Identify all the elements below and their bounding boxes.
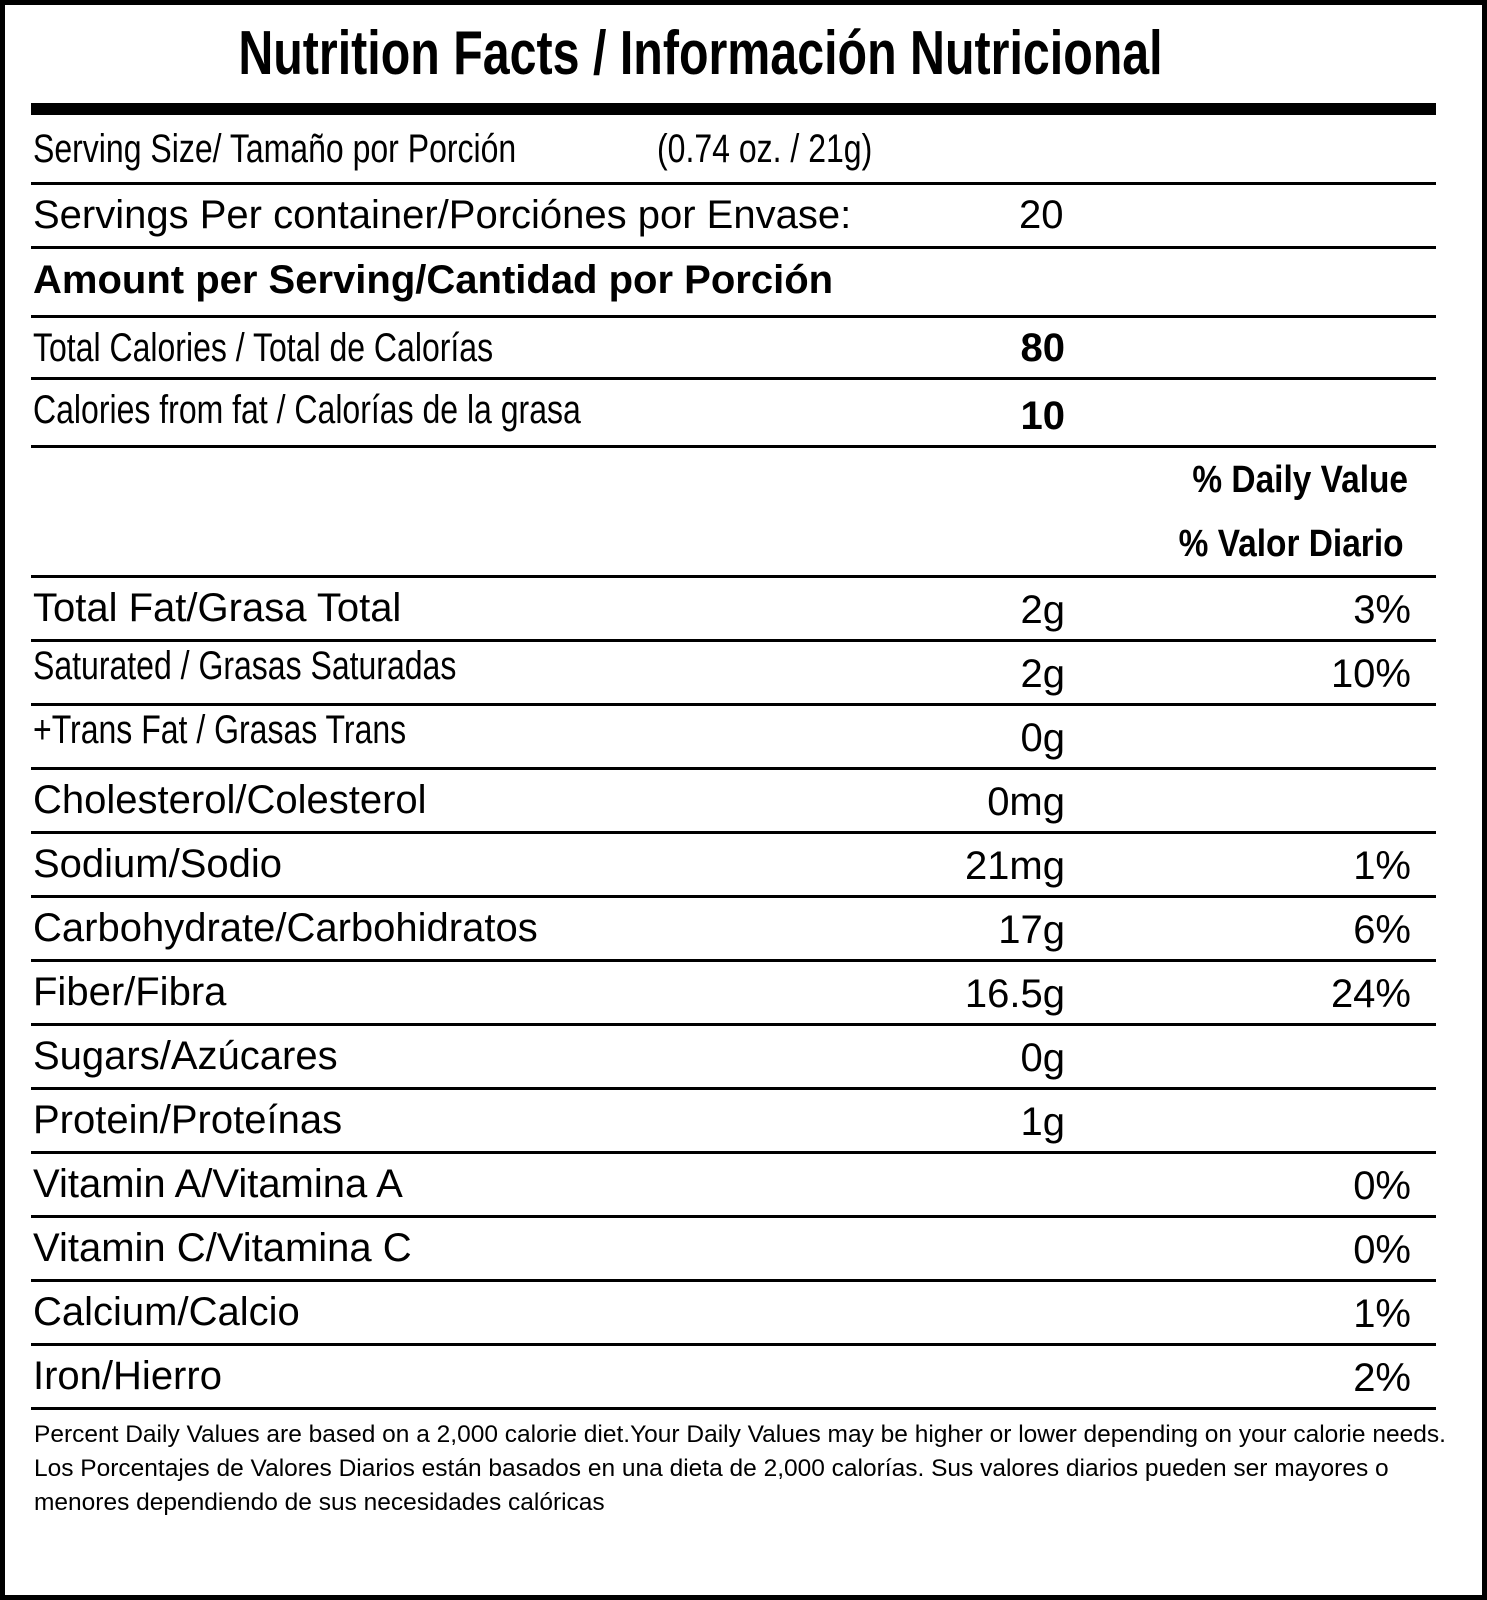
nutrient-daily-value: 1% [1353, 1292, 1411, 1336]
nutrient-row: Sodium/Sodio 21mg 1% [31, 834, 1436, 898]
nutrient-label: Fiber/Fibra [33, 970, 227, 1014]
nutrient-label: Vitamin C/Vitamina C [33, 1226, 412, 1270]
nutrient-daily-value: 10% [1330, 652, 1411, 696]
nutrient-daily-value: 6% [1353, 908, 1411, 952]
nutrient-amount: 2g [1020, 588, 1066, 632]
nutrient-row: Sugars/Azúcares 0g [31, 1026, 1436, 1090]
serving-size-label: Serving Size/ Tamaño por Porción [33, 127, 517, 171]
nutrient-row: Calcium/Calcio 1% [31, 1282, 1436, 1346]
nutrient-amount: 17g [998, 908, 1065, 952]
amount-per-serving-row: Amount per Serving/Cantidad por Porción [31, 249, 1436, 318]
nutrient-label: Cholesterol/Colesterol [33, 778, 427, 822]
nutrient-amount: 1g [1020, 1100, 1066, 1144]
nutrient-row: Cholesterol/Colesterol 0mg [31, 770, 1436, 834]
servings-label: Servings Per container/Porciónes por Env… [33, 193, 852, 237]
calories-from-fat-row: Calories from fat / Calorías de la grasa… [31, 380, 1436, 448]
nutrient-label: Sodium/Sodio [33, 842, 283, 886]
servings-value: 20 [1019, 193, 1064, 237]
nutrient-row: Protein/Proteínas 1g [31, 1090, 1436, 1154]
nutrient-label: Calcium/Calcio [33, 1290, 300, 1334]
nutrient-amount: 0g [1020, 1036, 1066, 1080]
nutrient-daily-value: 0% [1353, 1228, 1411, 1272]
thick-divider [31, 103, 1436, 115]
footnote-en: Percent Daily Values are based on a 2,00… [34, 1421, 1446, 1448]
serving-size-row: Serving Size/ Tamaño por Porción (0.74 o… [31, 115, 1436, 185]
nutrient-label: Protein/Proteínas [33, 1098, 343, 1142]
nutrient-row: +Trans Fat / Grasas Trans 0g [31, 706, 1436, 770]
nutrient-label: Total Fat/Grasa Total [33, 586, 402, 630]
nutrient-label: +Trans Fat / Grasas Trans [33, 708, 407, 752]
nutrient-label: Vitamin A/Vitamina A [33, 1162, 403, 1206]
nutrient-daily-value: 2% [1353, 1356, 1411, 1400]
calories-from-fat-value: 10 [1020, 394, 1066, 438]
nutrient-row: Saturated / Grasas Saturadas 2g 10% [31, 642, 1436, 706]
nutrient-row: Vitamin A/Vitamina A 0% [31, 1154, 1436, 1218]
daily-value-en: % Daily Value [1192, 459, 1408, 501]
nutrient-amount: 16.5g [964, 972, 1065, 1016]
nutrient-row: Total Fat/Grasa Total 2g 3% [31, 578, 1436, 642]
nutrient-daily-value: 1% [1353, 844, 1411, 888]
servings-per-container-row: Servings Per container/Porciónes por Env… [31, 185, 1436, 249]
nutrient-daily-value: 3% [1353, 588, 1411, 632]
nutrient-label: Sugars/Azúcares [33, 1034, 338, 1078]
nutrient-row: Vitamin C/Vitamina C 0% [31, 1218, 1436, 1282]
nutrient-label: Carbohydrate/Carbohidratos [33, 906, 538, 950]
footnote-es: Los Porcentajes de Valores Diarios están… [34, 1455, 1389, 1516]
nutrient-daily-value: 24% [1330, 972, 1411, 1016]
nutrient-list: Total Fat/Grasa Total 2g 3% Saturated / Gra… [31, 578, 1436, 1410]
nutrient-amount: 21mg [964, 844, 1065, 888]
total-calories-label: Total Calories / Total de Calorías [33, 326, 494, 370]
serving-size-value: (0.74 oz. / 21g) [657, 127, 873, 171]
label-title: Nutrition Facts / Información Nutriciona… [0, 18, 1400, 90]
calories-from-fat-label: Calories from fat / Calorías de la grasa [33, 388, 581, 432]
nutrient-label: Iron/Hierro [33, 1354, 222, 1398]
nutrient-amount: 0g [1020, 716, 1066, 760]
nutrient-row: Carbohydrate/Carbohidratos 17g 6% [31, 898, 1436, 962]
amount-per-serving-heading: Amount per Serving/Cantidad por Porción [33, 258, 834, 302]
nutrient-daily-value: 0% [1353, 1164, 1411, 1208]
daily-value-es: % Valor Diario [1179, 523, 1404, 565]
nutrient-row: Iron/Hierro 2% [31, 1346, 1436, 1410]
nutrition-panel: Serving Size/ Tamaño por Porción (0.74 o… [31, 103, 1436, 1410]
total-calories-value: 80 [1020, 326, 1066, 370]
nutrient-amount: 0mg [987, 780, 1065, 824]
nutrient-amount: 2g [1020, 652, 1066, 696]
nutrient-row: Fiber/Fibra 16.5g 24% [31, 962, 1436, 1026]
footnote: Percent Daily Values are based on a 2,00… [34, 1418, 1454, 1520]
title-text: Nutrition Facts / Información Nutriciona… [237, 19, 1163, 88]
total-calories-row: Total Calories / Total de Calorías 80 [31, 318, 1436, 380]
daily-value-header: % Daily Value % Valor Diario [31, 448, 1436, 578]
nutrient-label: Saturated / Grasas Saturadas [33, 644, 457, 688]
